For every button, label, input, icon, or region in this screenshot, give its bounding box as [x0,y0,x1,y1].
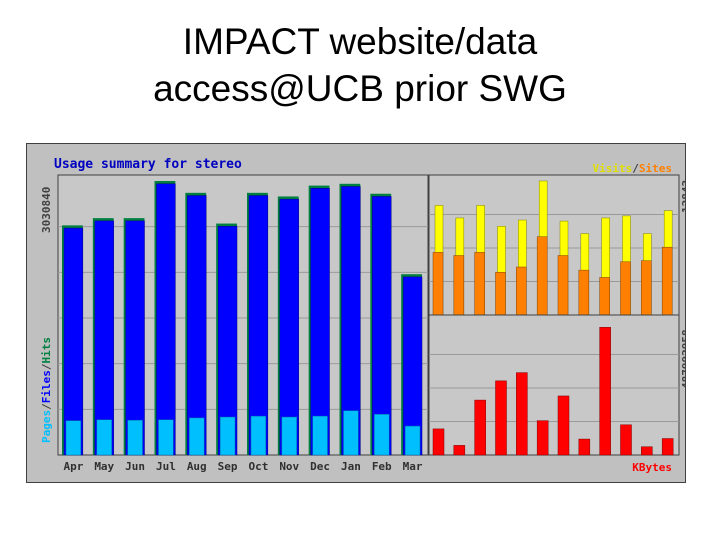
kbytes-bar [453,445,466,456]
main-plot-area [57,174,429,456]
slide-title: IMPACT website/data access@UCB prior SWG [0,18,720,112]
month-tick-label: Nov [279,460,299,473]
kbytes-bar [536,420,549,456]
kbytes-bar [661,438,674,456]
pages-bar [281,416,297,456]
kbytes-bar [495,380,507,456]
month-tick-label: Mar [403,460,423,473]
files-bar [156,183,176,456]
visits-ymax-label: 12843 [680,180,686,213]
kbytes-bar [557,395,570,456]
ylabel-sep-2: / [40,363,53,370]
files-bar [310,188,330,456]
pages-bar [127,419,143,456]
kbytes-bar [516,372,528,456]
sites-bar [641,260,652,316]
visits-plot-area [428,174,680,316]
kbytes-ymax-label: 487992958 [680,329,686,389]
month-tick-label: Jan [341,460,361,473]
sites-bar [620,261,631,316]
sites-bar [453,255,465,316]
ylabel-pages: Pages [40,410,53,443]
month-tick-label: Feb [372,460,392,473]
month-tick-label: Oct [248,460,268,473]
kbytes-plot-area [428,314,680,456]
sites-bar [536,236,548,316]
sites-bar [557,255,569,316]
kbytes-bar [474,399,486,456]
pages-bar [250,415,267,456]
files-bar [279,198,299,456]
title-line-1: IMPACT website/data [182,21,538,62]
sites-bar [516,266,527,316]
pages-bar [65,420,82,456]
sites-bar [495,271,506,316]
main-chart-title: Usage summary for stereo [54,157,242,172]
pages-bar [158,419,174,456]
files-bar [187,195,207,456]
visits-legend: Visits/Sites [593,162,673,175]
month-tick-label: Jun [125,460,145,473]
ylabel-sep-1: / [40,403,53,410]
pages-bar [404,425,421,456]
kbytes-legend: KBytes [632,461,672,474]
usage-statistics-figure: Apr May Jun Jul Aug Sep Oct Nov Dec Jan Feb Mar Usa… [26,143,686,483]
kbytes-bar [432,428,445,456]
main-ylabel: Pages/Files/Hits [40,337,53,443]
legend-sites: Sites [639,162,672,175]
files-bar [125,220,145,456]
kbytes-bar [599,327,611,456]
sites-bar [578,269,590,316]
kbytes-bar [578,438,591,456]
month-tick-label: May [94,460,114,473]
sites-bar [661,246,673,316]
pages-bar [312,415,328,456]
sites-bar [474,252,485,316]
pages-bar [189,417,205,456]
month-tick-label: Sep [218,460,238,473]
ylabel-hits: Hits [40,337,53,364]
month-tick-label: Dec [310,460,330,473]
pages-bar [219,416,236,456]
month-tick-label: Aug [187,460,207,473]
legend-visits: Visits [593,162,633,175]
main-ymax-label: 3030840 [40,187,53,233]
sites-bar [432,252,444,316]
kbytes-bar [641,446,653,456]
ylabel-files: Files [40,370,53,403]
sites-bar [599,277,610,316]
month-tick-label: Jul [156,460,176,473]
kbytes-bar [620,424,632,456]
title-line-2: access@UCB prior SWG [153,68,567,109]
pages-bar [96,419,112,456]
pages-bar [374,414,390,456]
month-tick-label: Apr [63,460,83,473]
pages-bar [343,410,359,456]
legend-sep: / [632,162,639,175]
